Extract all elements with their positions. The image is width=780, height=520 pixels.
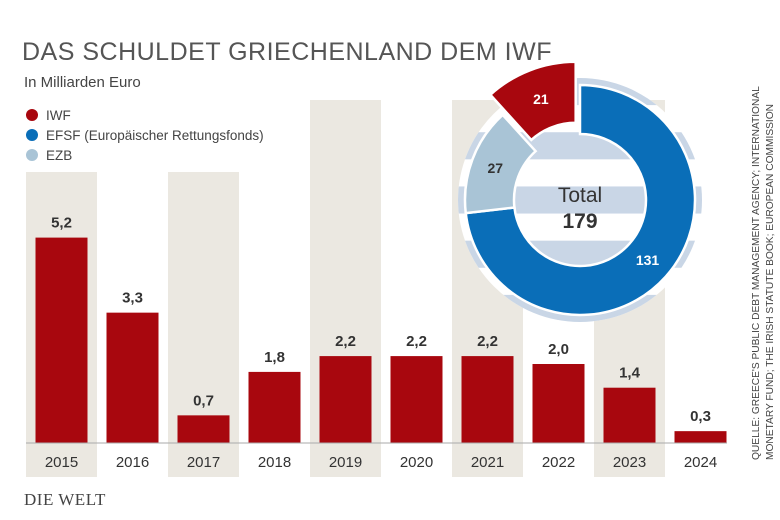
x-tick-label-2019: 2019 (329, 454, 362, 471)
donut-slice-ezb (463, 113, 538, 215)
bar-2017 (177, 415, 230, 443)
legend-item-ezb: EZB (26, 148, 72, 163)
bar-2020 (390, 356, 443, 443)
bar-value-label-2016: 3,3 (122, 290, 143, 307)
bar-2016 (106, 312, 159, 443)
donut-chart: 131 27 21 Total 179 (458, 60, 702, 322)
x-tick-label-2024: 2024 (684, 454, 717, 471)
bar-value-label-2021: 2,2 (477, 333, 498, 350)
x-tick-label-2023: 2023 (613, 454, 646, 471)
bar-value-label-2023: 1,4 (619, 365, 641, 382)
bar-series (35, 237, 727, 443)
bar-2018 (248, 371, 301, 443)
legend-label-efsf: EFSF (Europäischer Rettungsfonds) (46, 128, 264, 143)
bar-value-label-2015: 5,2 (51, 215, 72, 232)
donut-total-value: 179 (562, 210, 597, 233)
bar-value-label-2024: 0,3 (690, 408, 711, 425)
donut-slice-iwf (488, 60, 577, 142)
legend-item-efsf: EFSF (Europäischer Rettungsfonds) (26, 128, 264, 143)
publisher-logo: DIE WELT (24, 490, 106, 509)
bar-2021 (461, 356, 514, 443)
donut-total-label: Total (558, 184, 602, 207)
x-axis-tick-labels: 2015 2016 2017 2018 2019 2020 2021 2022 2023 2024 (45, 454, 717, 471)
source-line-2: MONETARY FUND; THE IRISH STATUTE BOOK; E… (765, 104, 776, 460)
source-note: QUELLE: GREECE'S PUBLIC DEBT MANAGEMENT … (751, 86, 776, 460)
chart-title: DAS SCHULDET GRIECHENLAND DEM IWF (22, 38, 552, 66)
donut-value-label-iwf: 21 (533, 91, 549, 107)
legend-swatch-iwf (26, 109, 38, 121)
bar-value-label-2017: 0,7 (193, 392, 214, 409)
bar-2023 (603, 387, 656, 443)
legend-swatch-ezb (26, 149, 38, 161)
source-line-1: QUELLE: GREECE'S PUBLIC DEBT MANAGEMENT … (751, 86, 762, 460)
x-tick-label-2017: 2017 (187, 454, 220, 471)
bar-2015 (35, 237, 88, 443)
x-tick-label-2016: 2016 (116, 454, 149, 471)
bar-2024 (674, 431, 727, 443)
bar-value-label-2019: 2,2 (335, 333, 356, 350)
bar-2019 (319, 356, 372, 443)
bar-value-label-2018: 1,8 (264, 349, 285, 366)
x-tick-label-2020: 2020 (400, 454, 433, 471)
donut-value-label-ezb: 27 (488, 160, 504, 176)
x-tick-label-2022: 2022 (542, 454, 575, 471)
chart-subtitle: In Milliarden Euro (24, 74, 141, 91)
legend-label-iwf: IWF (46, 108, 71, 123)
bar-value-label-2022: 2,0 (548, 341, 569, 358)
x-tick-label-2021: 2021 (471, 454, 504, 471)
legend-label-ezb: EZB (46, 148, 73, 163)
legend-swatch-efsf (26, 129, 38, 141)
legend-item-iwf: IWF (26, 108, 71, 123)
x-tick-label-2018: 2018 (258, 454, 291, 471)
donut-value-label-efsf: 131 (636, 252, 660, 268)
bar-value-label-2020: 2,2 (406, 333, 427, 350)
x-tick-label-2015: 2015 (45, 454, 78, 471)
bar-value-labels: 5,2 3,3 0,7 1,8 2,2 2,2 2,2 2,0 1,4 0,3 (51, 215, 711, 426)
donut-slice-efsf (464, 83, 697, 317)
bar-2022 (532, 364, 585, 443)
